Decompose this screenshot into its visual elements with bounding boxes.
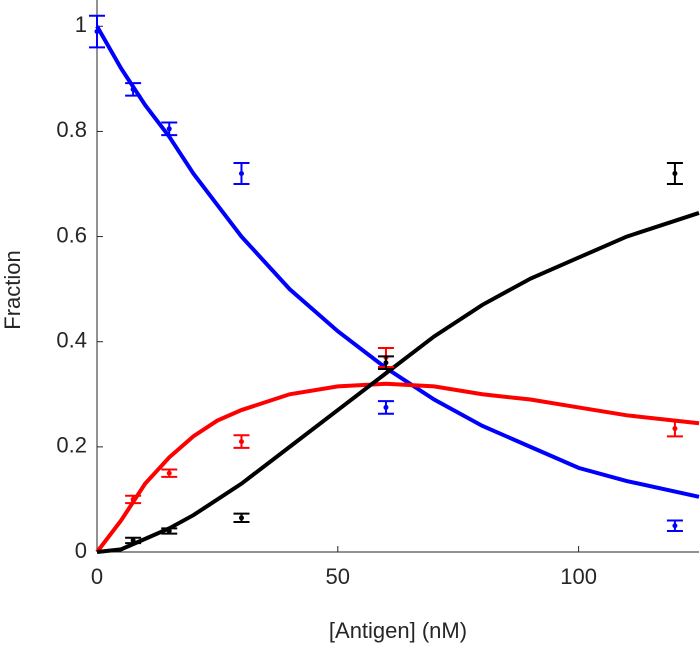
y-tick-label: 0.6 — [56, 222, 87, 247]
y-axis-label: Fraction — [0, 250, 25, 329]
data-point — [130, 496, 136, 502]
y-tick-label: 0 — [75, 538, 87, 563]
data-point — [238, 439, 244, 445]
data-point — [238, 515, 244, 521]
y-tick-label: 1 — [75, 12, 87, 37]
y-tick-label: 0.2 — [56, 433, 87, 458]
x-axis-label: [Antigen] (nM) — [329, 618, 467, 643]
fit-curve — [95, 25, 700, 499]
fit-curve — [96, 211, 700, 554]
data-point — [130, 537, 136, 543]
fit-curve — [95, 381, 700, 554]
data-point — [166, 470, 172, 476]
data-point — [94, 29, 100, 35]
data-point — [383, 404, 389, 410]
data-point — [672, 170, 678, 176]
data-point — [672, 523, 678, 529]
data-point — [238, 170, 244, 176]
x-tick-label: 0 — [91, 564, 103, 589]
data-point — [166, 126, 172, 132]
data-point — [130, 86, 136, 92]
y-tick-label: 0.8 — [56, 117, 87, 142]
x-tick-label: 50 — [326, 564, 350, 589]
data-point — [383, 360, 389, 366]
x-tick-label: 100 — [560, 564, 597, 589]
data-point — [166, 528, 172, 534]
data-point — [672, 425, 678, 431]
y-tick-label: 0.4 — [56, 328, 87, 353]
